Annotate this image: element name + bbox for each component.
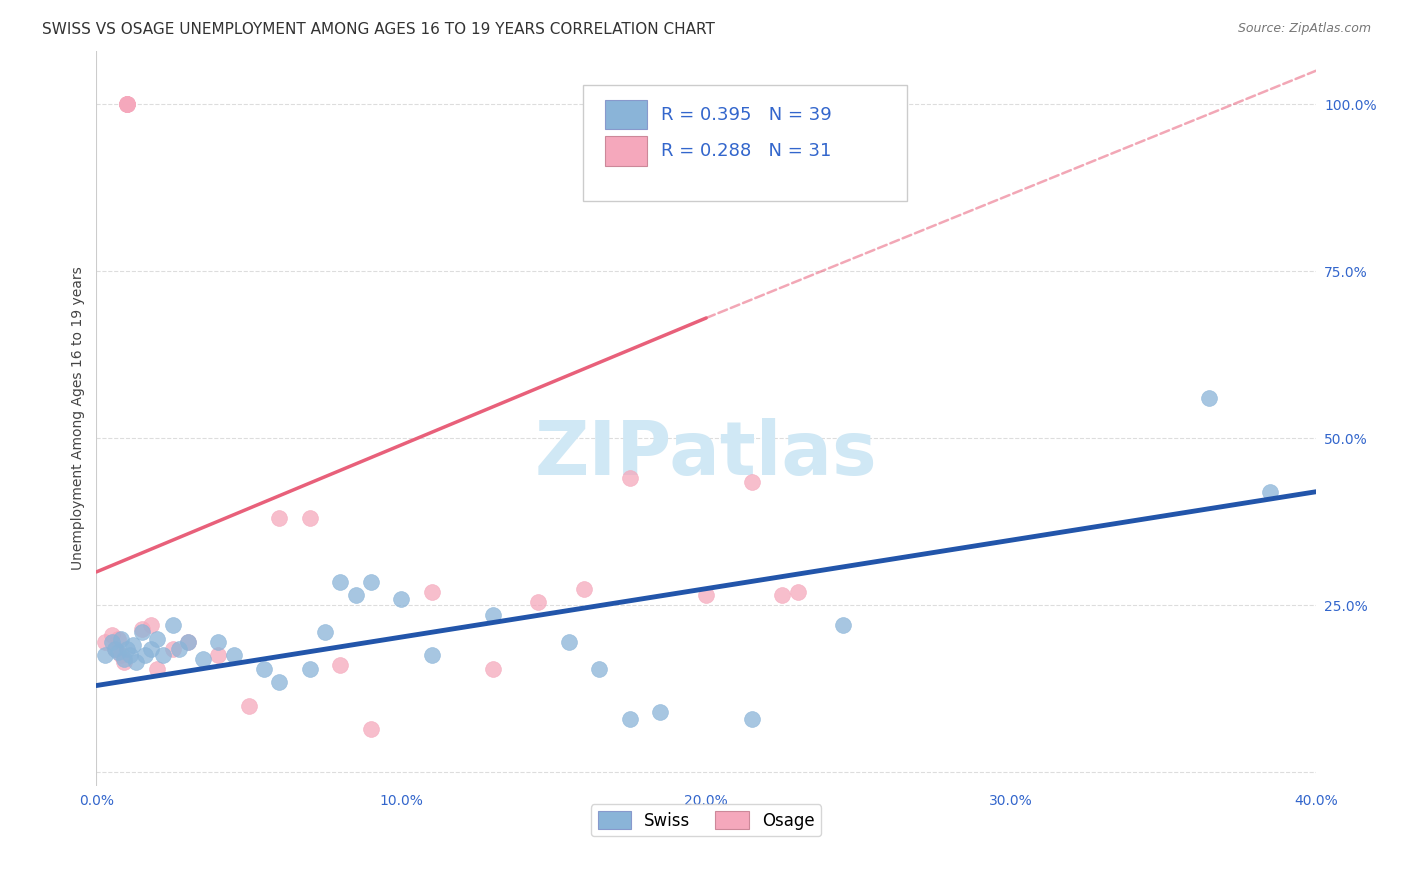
Point [574,582,596,596]
Point [1258,484,1281,499]
Point [650,706,672,720]
Point [162,618,184,632]
Point [619,712,641,726]
Point [104,641,127,656]
Point [253,662,276,676]
Point [588,662,610,676]
Text: R = 0.395   N = 39: R = 0.395 N = 39 [661,105,831,124]
Point [222,648,245,663]
Point [741,475,763,489]
Point [329,574,352,589]
Point [162,641,184,656]
Point [741,712,763,726]
Point [314,625,336,640]
Text: Source: ZipAtlas.com: Source: ZipAtlas.com [1237,22,1371,36]
Point [94,635,117,649]
Point [141,641,163,656]
Point [558,635,581,649]
Point [115,97,138,112]
Point [360,722,382,736]
Point [238,698,260,713]
Point [481,662,503,676]
Point [107,645,129,659]
Point [770,588,793,602]
Point [146,632,169,646]
Point [112,652,135,666]
Point [115,97,138,112]
Point [177,635,200,649]
Point [131,622,153,636]
Point [619,471,641,485]
Point [125,655,148,669]
Point [420,585,443,599]
Point [141,618,163,632]
Point [118,648,141,663]
Point [104,641,127,656]
Point [115,97,138,112]
Point [131,625,153,640]
Point [115,97,138,112]
Point [100,635,122,649]
Point [177,635,200,649]
Text: ZIPatlas: ZIPatlas [534,418,877,491]
Point [115,641,138,656]
Point [695,588,717,602]
Point [191,652,214,666]
Point [110,632,132,646]
Point [527,595,550,609]
Point [298,662,321,676]
Point [269,511,291,525]
Point [122,639,145,653]
Point [329,658,352,673]
Point [115,97,138,112]
Text: R = 0.288   N = 31: R = 0.288 N = 31 [661,142,831,161]
Y-axis label: Unemployment Among Ages 16 to 19 years: Unemployment Among Ages 16 to 19 years [72,267,86,570]
Point [100,628,122,642]
Point [94,648,117,663]
Point [207,635,229,649]
Point [110,648,132,663]
Point [146,662,169,676]
Point [389,591,412,606]
Point [360,574,382,589]
Point [481,608,503,623]
Point [112,655,135,669]
Point [344,588,367,602]
Point [1198,391,1220,405]
Point [269,675,291,690]
Point [134,648,156,663]
Point [107,632,129,646]
Legend: Swiss, Osage: Swiss, Osage [591,805,821,837]
Text: SWISS VS OSAGE UNEMPLOYMENT AMONG AGES 16 TO 19 YEARS CORRELATION CHART: SWISS VS OSAGE UNEMPLOYMENT AMONG AGES 1… [42,22,716,37]
Point [832,618,855,632]
Point [207,648,229,663]
Point [420,648,443,663]
Point [298,511,321,525]
Point [167,641,190,656]
Point [786,585,808,599]
Point [152,648,174,663]
